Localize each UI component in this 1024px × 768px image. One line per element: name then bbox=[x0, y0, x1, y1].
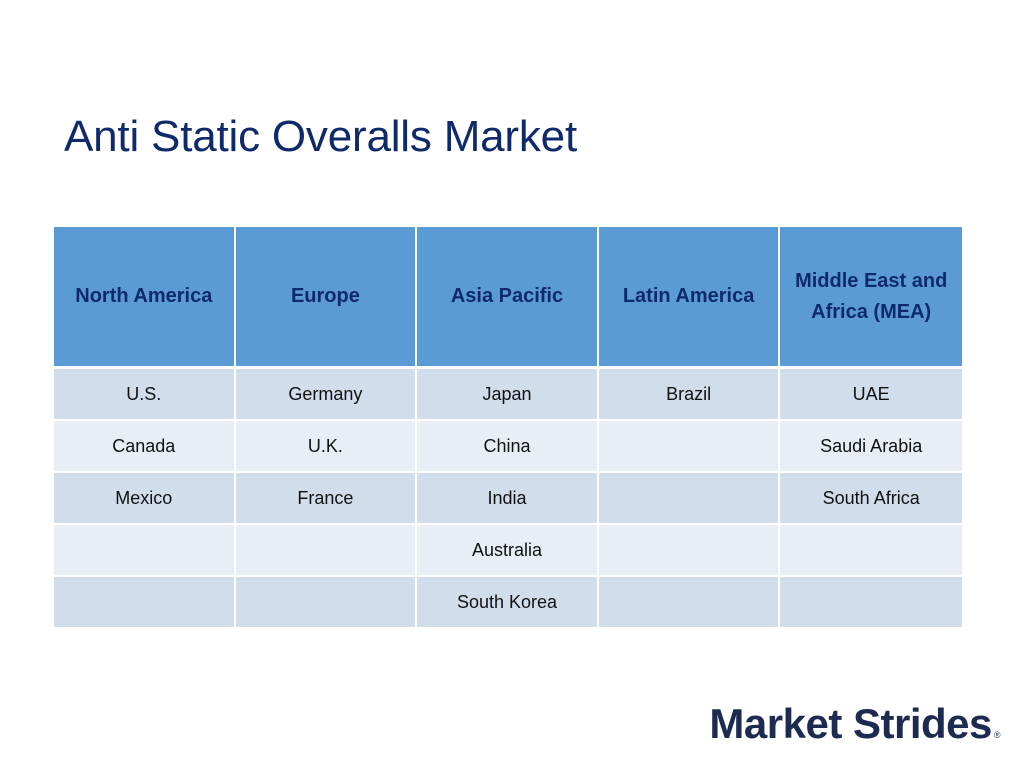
table-cell bbox=[54, 577, 236, 629]
table-row: U.S. Germany Japan Brazil UAE bbox=[54, 369, 962, 421]
table-cell bbox=[235, 577, 418, 629]
table-cell: Japan bbox=[417, 369, 599, 421]
table-row: Canada U.K. China Saudi Arabia bbox=[54, 421, 962, 473]
table-cell: U.K. bbox=[235, 421, 418, 473]
slide-title: Anti Static Overalls Market bbox=[64, 112, 577, 161]
header-row: North America Europe Asia Pacific Latin … bbox=[54, 227, 962, 369]
header-europe: Europe bbox=[235, 227, 418, 369]
header-north-america: North America bbox=[54, 227, 236, 369]
table-cell bbox=[598, 577, 781, 629]
table-body: U.S. Germany Japan Brazil UAE Canada U.K… bbox=[54, 369, 962, 629]
table-cell: Canada bbox=[54, 421, 236, 473]
table-cell bbox=[235, 525, 418, 577]
table-cell: Australia bbox=[417, 525, 599, 577]
table-cell: India bbox=[417, 473, 599, 525]
table-cell: South Korea bbox=[417, 577, 599, 629]
table-cell bbox=[598, 525, 781, 577]
table-header: North America Europe Asia Pacific Latin … bbox=[54, 227, 962, 369]
table-cell: China bbox=[417, 421, 599, 473]
table-cell: UAE bbox=[780, 369, 962, 421]
table-cell bbox=[598, 421, 781, 473]
table-row: Australia bbox=[54, 525, 962, 577]
table-cell bbox=[54, 525, 236, 577]
table-row: Mexico France India South Africa bbox=[54, 473, 962, 525]
table-cell bbox=[780, 577, 962, 629]
table-row: South Korea bbox=[54, 577, 962, 629]
table-cell: France bbox=[235, 473, 418, 525]
table-cell: U.S. bbox=[54, 369, 236, 421]
registered-mark: ® bbox=[993, 730, 1001, 740]
header-middle-east-africa: Middle East and Africa (MEA) bbox=[780, 227, 962, 369]
header-latin-america: Latin America bbox=[598, 227, 781, 369]
table-cell: Brazil bbox=[598, 369, 781, 421]
regions-table: North America Europe Asia Pacific Latin … bbox=[54, 227, 962, 629]
table-cell: South Africa bbox=[780, 473, 962, 525]
table-cell bbox=[780, 525, 962, 577]
header-asia-pacific: Asia Pacific bbox=[417, 227, 599, 369]
brand-logo: Market Strides ® bbox=[709, 700, 1000, 748]
table-cell bbox=[598, 473, 781, 525]
table-cell: Saudi Arabia bbox=[780, 421, 962, 473]
brand-name: Market Strides bbox=[709, 700, 992, 747]
table-cell: Germany bbox=[235, 369, 418, 421]
table-cell: Mexico bbox=[54, 473, 236, 525]
